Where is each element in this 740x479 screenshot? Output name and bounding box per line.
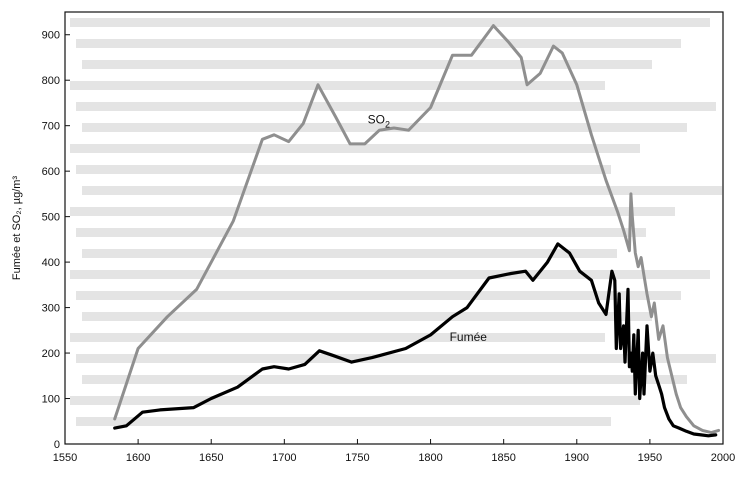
scan-texture-line (76, 39, 681, 48)
plot-frame (64, 11, 724, 445)
x-tick-label: 1600 (126, 452, 150, 464)
series-annotation: SO2 (368, 112, 390, 129)
x-tick-label: 1800 (418, 452, 442, 464)
series-line-fumee (113, 242, 718, 438)
scan-texture-line (82, 249, 617, 258)
scan-texture-line (82, 186, 722, 195)
y-tick-label: 500 (42, 212, 60, 224)
scan-texture-line (70, 81, 605, 90)
scan-texture-line (76, 291, 681, 300)
scan-texture-line (70, 207, 675, 216)
scan-texture-line (76, 354, 716, 363)
y-tick-label: 200 (42, 348, 60, 360)
y-tick-label: 700 (42, 121, 60, 133)
background-scan-texture (70, 18, 722, 426)
x-tick-label: 1900 (565, 452, 589, 464)
scan-texture-line (76, 417, 611, 426)
x-tick-label: 1750 (345, 452, 369, 464)
y-tick-label: 300 (42, 303, 60, 315)
scan-texture-line (82, 375, 687, 384)
series-line-so2 (113, 24, 721, 435)
series-layer (113, 24, 721, 438)
y-tick-label: 600 (42, 166, 60, 178)
scan-texture-line (70, 18, 710, 27)
annotation-layer: SO2 Fumée (368, 112, 488, 343)
y-tick-label: 0 (54, 439, 60, 451)
scan-texture-line (82, 123, 687, 132)
y-axis-title: Fumée et SO₂, µg/m³ (11, 176, 23, 280)
scan-texture-line (76, 228, 646, 237)
scan-texture-line (70, 144, 640, 153)
x-tick-label: 1650 (199, 452, 223, 464)
x-tick-label: 1550 (53, 452, 77, 464)
x-tick-label: 1950 (638, 452, 662, 464)
scan-texture-line (82, 60, 652, 69)
scan-texture-line (70, 333, 605, 342)
y-tick-label: 900 (42, 30, 60, 42)
y-tick-label: 800 (42, 75, 60, 87)
scan-texture-line (70, 270, 710, 279)
scan-texture-line (82, 312, 652, 321)
scan-texture-line (76, 102, 716, 111)
scan-texture-line (70, 396, 640, 405)
scan-texture-line (76, 165, 611, 174)
x-tick-label: 1700 (272, 452, 296, 464)
series-annotation: Fumée (450, 330, 488, 344)
y-tick-label: 100 (42, 394, 60, 406)
axis-ticks: 1550 1600 1650 1700 1750 1800 1850 1900 1950 2000… (42, 30, 736, 464)
x-tick-label: 2000 (711, 452, 735, 464)
y-tick-label: 400 (42, 257, 60, 269)
x-tick-label: 1850 (491, 452, 515, 464)
